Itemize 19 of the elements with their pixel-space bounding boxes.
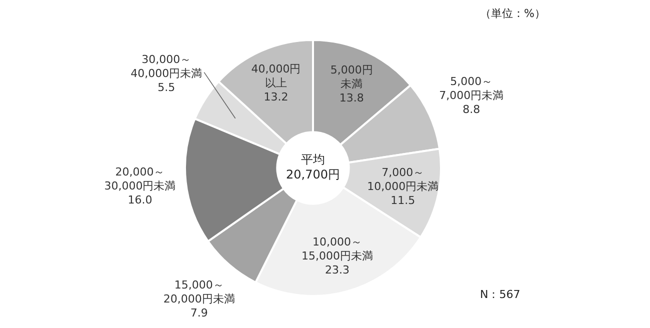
slice-label: 15,000～20,000円未満 [163, 278, 235, 306]
slice-label: 5,000円未満 [330, 63, 373, 90]
data-label: 13.2 [264, 90, 288, 104]
slice-label: 5,000～7,000円未満 [439, 74, 504, 102]
data-label: 7.9 [190, 306, 208, 320]
text: 平均 20,700円 [286, 152, 340, 182]
data-label: 16.0 [128, 193, 152, 206]
slice-label: 10,000～15,000円未満 [302, 236, 374, 263]
data-label: 23.3 [325, 264, 350, 277]
slice-label: 7,000～10,000円未満 [367, 166, 439, 194]
slice-label: 20,000～30,000円未満 [104, 165, 176, 192]
slice-label: 40,000円以上 [251, 62, 301, 90]
text: （単位：%） [480, 6, 546, 20]
data-label: 13.8 [339, 91, 364, 104]
data-label: 5.5 [158, 81, 176, 94]
slice-label: 30,000～40,000円未満 [130, 53, 202, 80]
text: N：567 [480, 288, 520, 301]
data-label: 11.5 [390, 194, 416, 208]
data-label: 8.8 [462, 102, 480, 116]
